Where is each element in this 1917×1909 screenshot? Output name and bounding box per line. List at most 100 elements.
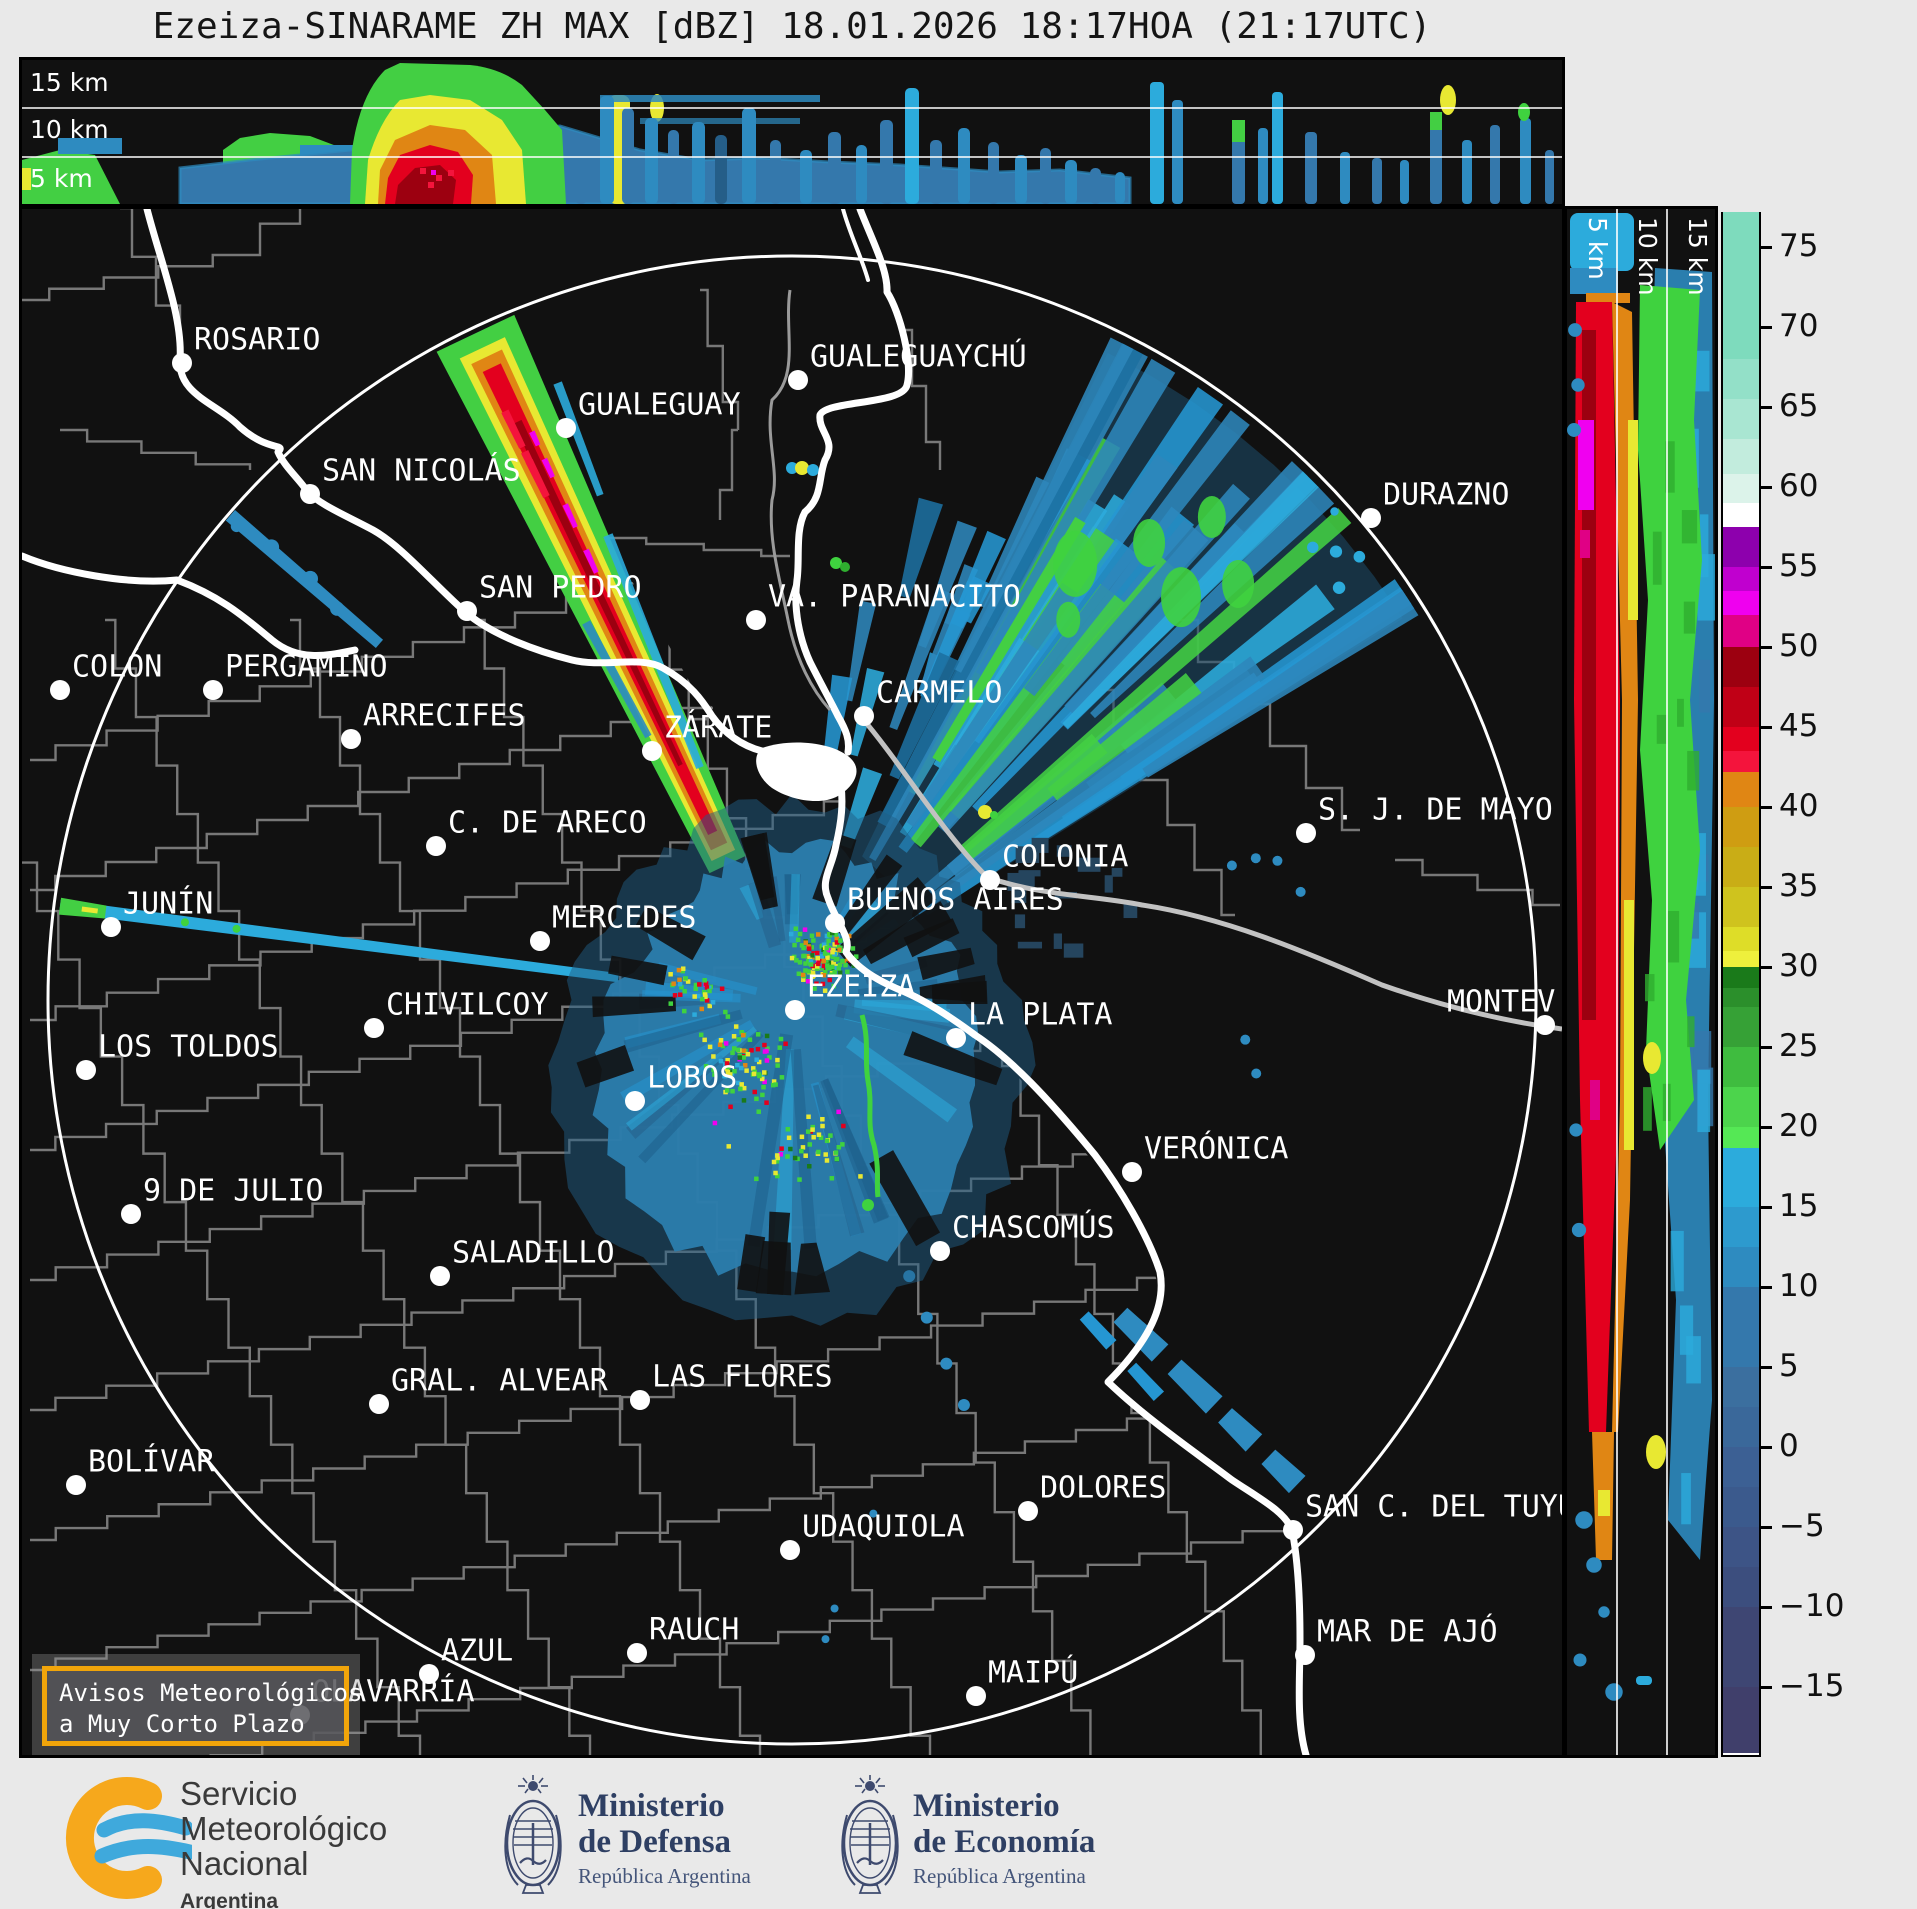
- altitude-label: 5 km: [30, 164, 93, 193]
- colorbar-tick: [1759, 1526, 1772, 1529]
- colorbar-tick: [1759, 1686, 1772, 1689]
- colorbar-tick: [1759, 646, 1772, 649]
- colorbar-segment: [1723, 615, 1759, 647]
- warning-line1: Avisos Meteorológicos: [59, 1679, 363, 1707]
- defensa-subtitle: República Argentina: [578, 1864, 751, 1888]
- city-label: CHASCOMÚS: [952, 1210, 1115, 1246]
- colorbar-segment: [1723, 647, 1759, 687]
- defensa-logo-text: Ministerio de Defensa República Argentin…: [578, 1788, 751, 1889]
- city-dot: [121, 1204, 141, 1224]
- city-label: UDAQUIOLA: [802, 1509, 965, 1545]
- city-dot: [825, 913, 845, 933]
- colorbar-segment: [1723, 567, 1759, 591]
- colorbar-segment: [1723, 1367, 1759, 1407]
- city-label: CHIVILCOY: [386, 987, 549, 1023]
- city-dot: [556, 418, 576, 438]
- city-label: EZEIZA: [807, 969, 916, 1005]
- city-label: GUALEGUAYCHÚ: [810, 339, 1027, 375]
- city-label: DOLORES: [1040, 1470, 1167, 1506]
- colorbar-segment: [1723, 503, 1759, 527]
- city-label: ZÁRATE: [664, 710, 773, 746]
- colorbar-segment: [1723, 987, 1759, 1007]
- colorbar-segment: [1723, 359, 1759, 399]
- colorbar-tick: [1759, 1046, 1772, 1049]
- city-dot: [300, 484, 320, 504]
- colorbar-tick-label: −15: [1779, 1668, 1845, 1704]
- city-label: COLONIA: [1002, 839, 1129, 875]
- city-label: LAS FLORES: [652, 1359, 833, 1395]
- city-dot: [1295, 1645, 1315, 1665]
- city-label: CARMELO: [876, 675, 1003, 711]
- altitude-label: 15 km: [30, 68, 109, 97]
- smn-logo-text: Servicio Meteorológico Nacional Argentin…: [180, 1776, 387, 1909]
- colorbar-tick: [1759, 1366, 1772, 1369]
- economia-logo-text: Ministerio de Economía República Argenti…: [913, 1788, 1095, 1889]
- colorbar-segment: [1723, 847, 1759, 887]
- city-label: SALADILLO: [452, 1235, 615, 1271]
- city-dot: [630, 1390, 650, 1410]
- colorbar-tick-label: 35: [1779, 868, 1819, 904]
- smn-line1: Servicio: [180, 1775, 298, 1812]
- economia-crest-icon: [841, 1773, 899, 1895]
- colorbar-segment: [1723, 687, 1759, 727]
- city-dot: [1535, 1015, 1555, 1035]
- colorbar-tick: [1759, 486, 1772, 489]
- warning-box[interactable]: Avisos Meteorológicos a Muy Corto Plazo: [42, 1666, 362, 1746]
- colorbar-tick-label: 15: [1779, 1188, 1819, 1224]
- colorbar-tick-label: 40: [1779, 788, 1819, 824]
- city-dot: [788, 370, 808, 390]
- city-dot: [642, 741, 662, 761]
- city-dot: [430, 1266, 450, 1286]
- colorbar-tick: [1759, 806, 1772, 809]
- colorbar-tick-label: 70: [1779, 308, 1819, 344]
- city-label: PERGAMINO: [225, 649, 388, 685]
- colorbar-segment: [1723, 1207, 1759, 1247]
- warning-line2: a Muy Corto Plazo: [59, 1710, 305, 1738]
- city-label: S. J. DE MAYO: [1318, 792, 1553, 828]
- colorbar-tick-label: −10: [1779, 1588, 1845, 1624]
- radar-map-plot: [22, 209, 1562, 1755]
- city-dot: [966, 1686, 986, 1706]
- colorbar-tick-label: 5: [1779, 1348, 1799, 1384]
- city-label: MAIPÚ: [988, 1655, 1079, 1691]
- colorbar-tick: [1759, 1126, 1772, 1129]
- colorbar-segment: [1723, 399, 1759, 439]
- city-dot: [341, 729, 361, 749]
- city-label: LA PLATA: [968, 997, 1113, 1033]
- colorbar-tick-label: 65: [1779, 388, 1819, 424]
- city-dot: [101, 917, 121, 937]
- city-label: LOBOS: [647, 1060, 738, 1096]
- colorbar-tick-label: 50: [1779, 628, 1819, 664]
- colorbar-tick-label: 75: [1779, 228, 1819, 264]
- city-label: VERÓNICA: [1144, 1131, 1289, 1167]
- city-label: MONTEV: [1447, 984, 1556, 1020]
- footer-logos: Servicio Meteorológico Nacional Argentin…: [0, 1760, 1917, 1909]
- city-dot: [50, 680, 70, 700]
- city-label: RAUCH: [649, 1612, 740, 1648]
- city-dot: [66, 1475, 86, 1495]
- colorbar-segment: [1723, 591, 1759, 615]
- smn-wave1: [96, 1813, 192, 1838]
- city-dot: [1122, 1162, 1142, 1182]
- colorbar-tick: [1759, 566, 1772, 569]
- radar-map-panel: ROSARIO GUALEGUAYCHÚ GUALEGUAY SAN NICOLÁS D…: [19, 206, 1565, 1758]
- top-cross-section-panel: 15 km 10 km 5 km: [19, 57, 1565, 207]
- city-label: 9 DE JULIO: [143, 1173, 324, 1209]
- colorbar-segment: [1723, 1247, 1759, 1287]
- colorbar-tick-label: 10: [1779, 1268, 1819, 1304]
- colorbar-segment: [1723, 727, 1759, 751]
- city-dot: [780, 1540, 800, 1560]
- economia-title1: Ministerio: [913, 1788, 1060, 1824]
- colorbar-segment: [1723, 1147, 1759, 1207]
- colorbar-tick: [1759, 326, 1772, 329]
- colorbar-segment: [1723, 771, 1759, 807]
- colorbar-segment: [1723, 211, 1759, 359]
- colorbar-segment: [1723, 1087, 1759, 1127]
- colorbar-tick-label: 55: [1779, 548, 1819, 584]
- colorbar-segment: [1723, 1047, 1759, 1087]
- city-label: SAN PEDRO: [479, 570, 642, 606]
- city-dot: [1296, 823, 1316, 843]
- colorbar-segment: [1723, 951, 1759, 967]
- colorbar-tick: [1759, 726, 1772, 729]
- colorbar-tick-label: 25: [1779, 1028, 1819, 1064]
